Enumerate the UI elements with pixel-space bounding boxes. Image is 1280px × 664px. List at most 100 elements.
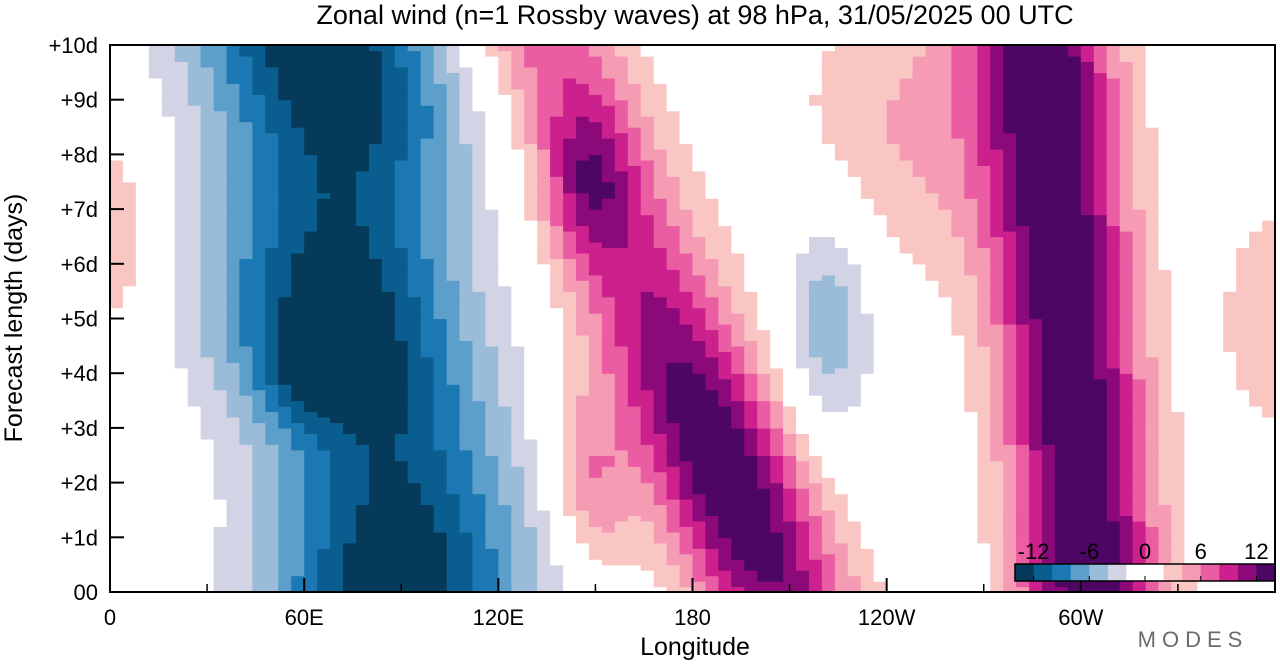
contour-cell: [614, 444, 655, 451]
contour-cell: [809, 345, 849, 352]
contour-cell: [524, 384, 564, 391]
contour-cell: [563, 406, 577, 413]
contour-cell: [420, 83, 448, 90]
contour-cell: [537, 570, 564, 577]
contour-cell: [226, 220, 253, 227]
contour-cell: [821, 406, 849, 413]
contour-cell: [485, 181, 525, 188]
contour-cell: [1145, 225, 1160, 232]
contour-cell: [278, 367, 409, 374]
contour-cell: [679, 509, 694, 516]
contour-cell: [446, 94, 461, 101]
contour-cell: [1093, 280, 1108, 287]
contour-cell: [640, 209, 668, 216]
contour-cell: [472, 88, 499, 95]
contour-cell: [472, 269, 499, 276]
contour-cell: [200, 187, 228, 194]
contour-cell: [110, 203, 137, 210]
contour-cell: [135, 274, 176, 281]
contour-cell: [1132, 493, 1147, 500]
chart-title: Zonal wind (n=1 Rossby waves) at 98 hPa,…: [316, 0, 1073, 30]
contour-cell: [200, 203, 228, 210]
contour-cell: [1029, 329, 1043, 336]
contour-cell: [1236, 378, 1275, 385]
contour-cell: [472, 351, 499, 358]
contour-cell: [524, 214, 538, 221]
contour-cell: [666, 105, 823, 112]
contour-cell: [705, 324, 732, 331]
contour-cell: [1158, 258, 1237, 265]
contour-cell: [485, 515, 512, 522]
contour-cell: [433, 121, 448, 128]
contour-cell: [278, 225, 318, 232]
contour-cell: [1132, 127, 1160, 134]
contour-cell: [834, 509, 849, 516]
contour-cell: [1042, 318, 1095, 325]
contour-cell: [1106, 159, 1121, 166]
contour-cell: [135, 225, 176, 232]
contour-cell: [757, 345, 771, 352]
contour-cell: [446, 176, 474, 183]
contour-cell: [1003, 209, 1017, 216]
contour-cell: [744, 313, 758, 320]
contour-cell: [110, 176, 124, 183]
contour-cell: [252, 504, 279, 511]
contour-cell: [524, 165, 538, 172]
contour-cell: [200, 345, 228, 352]
contour-cell: [666, 362, 694, 369]
contour-cell: [200, 176, 228, 183]
contour-cell: [1029, 324, 1043, 331]
contour-cell: [304, 422, 344, 429]
contour-cell: [1158, 581, 1172, 588]
contour-cell: [265, 422, 279, 429]
contour-cell: [563, 340, 590, 347]
contour-cell: [640, 105, 668, 112]
contour-cell: [265, 50, 383, 57]
contour-cell: [252, 499, 279, 506]
contour-cell: [213, 526, 253, 533]
contour-cell: [1171, 504, 1185, 511]
contour-cell: [627, 345, 642, 352]
contour-cell: [731, 356, 745, 363]
contour-cell: [576, 520, 590, 527]
contour-cell: [174, 356, 215, 363]
contour-cell: [472, 225, 499, 232]
contour-cell: [110, 384, 189, 391]
contour-cell: [1171, 373, 1237, 380]
contour-cell: [821, 274, 836, 281]
contour-cell: [239, 50, 266, 57]
contour-cell: [420, 209, 448, 216]
contour-cell: [731, 285, 745, 292]
contour-cell: [472, 236, 499, 243]
contour-cell: [239, 389, 266, 396]
contour-cell: [938, 198, 978, 205]
contour-cell: [433, 367, 448, 374]
contour-cell: [537, 127, 551, 134]
contour-cell: [627, 143, 642, 150]
contour-cell: [446, 231, 474, 238]
contour-cell: [498, 455, 512, 462]
contour-cell: [757, 313, 797, 320]
contour-cell: [951, 121, 978, 128]
contour-cell: [446, 170, 474, 177]
contour-cell: [834, 143, 901, 150]
contour-cell: [666, 526, 694, 533]
contour-cell: [433, 307, 461, 314]
contour-cell: [679, 110, 823, 117]
contour-cell: [1106, 411, 1121, 418]
contour-cell: [472, 548, 499, 555]
contour-cell: [783, 466, 797, 473]
contour-cell: [187, 88, 215, 95]
contour-cell: [1106, 384, 1121, 391]
contour-cell: [796, 269, 862, 276]
contour-cell: [796, 542, 810, 549]
contour-cell: [291, 417, 331, 424]
contour-cell: [576, 165, 603, 172]
contour-cell: [110, 400, 189, 407]
contour-cell: [757, 417, 771, 424]
contour-cell: [1132, 406, 1147, 413]
contour-cell: [731, 291, 758, 298]
contour-cell: [964, 192, 991, 199]
contour-cell: [1158, 176, 1275, 183]
contour-cell: [265, 99, 292, 106]
